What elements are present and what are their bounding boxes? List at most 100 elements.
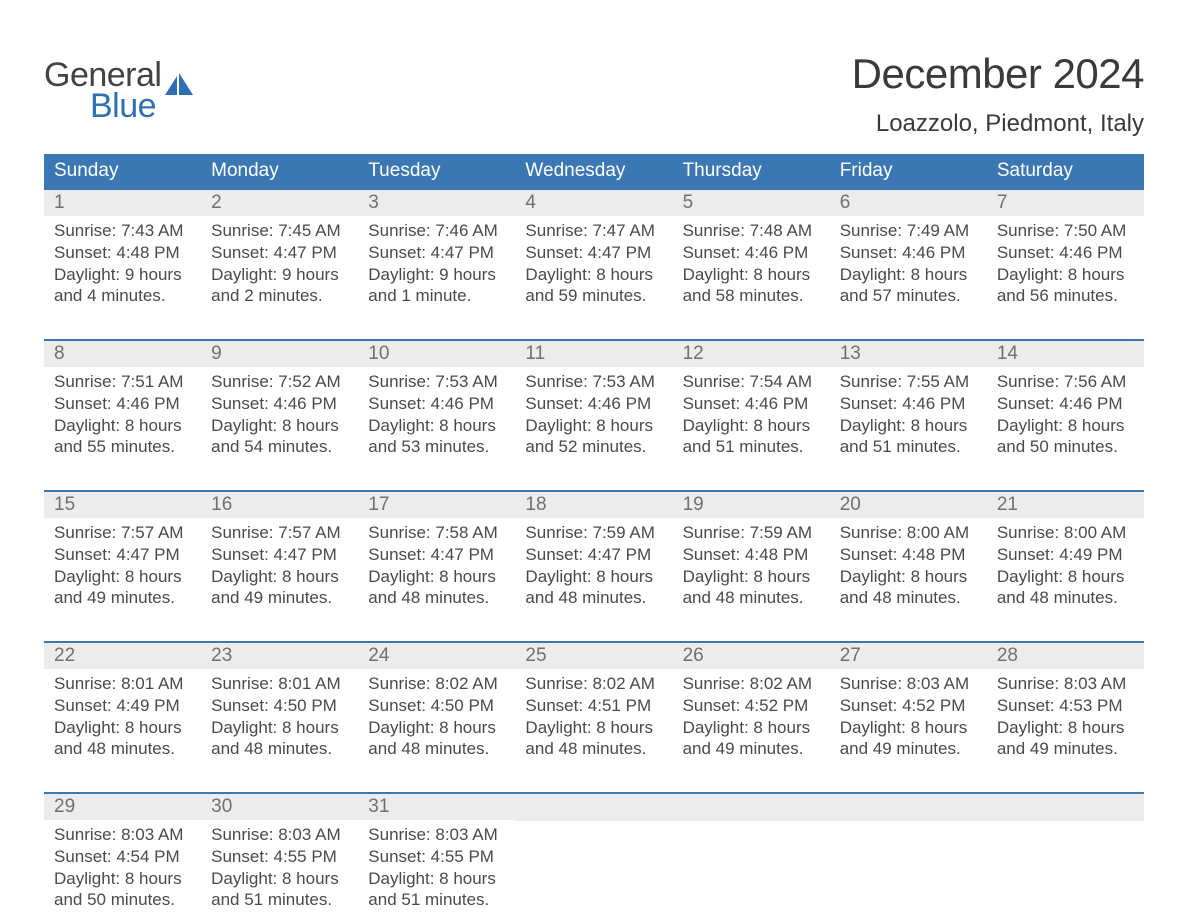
day-body: Sunrise: 7:55 AMSunset: 4:46 PMDaylight:… [830, 367, 987, 462]
day-cell: 17Sunrise: 7:58 AMSunset: 4:47 PMDayligh… [358, 492, 515, 613]
day-body: Sunrise: 7:56 AMSunset: 4:46 PMDaylight:… [987, 367, 1144, 462]
day-number: 31 [358, 794, 515, 820]
sunrise-line: Sunrise: 8:00 AM [997, 522, 1136, 544]
day-cell: 5Sunrise: 7:48 AMSunset: 4:46 PMDaylight… [673, 190, 830, 311]
sunrise-line: Sunrise: 7:57 AM [211, 522, 350, 544]
empty-day-bar [987, 794, 1144, 821]
sunset-line: Sunset: 4:46 PM [997, 393, 1136, 415]
daylight-line: Daylight: 8 hours and 55 minutes. [54, 415, 193, 459]
day-cell: 30Sunrise: 8:03 AMSunset: 4:55 PMDayligh… [201, 794, 358, 915]
daylight-line: Daylight: 9 hours and 4 minutes. [54, 264, 193, 308]
daylight-line: Daylight: 8 hours and 49 minutes. [54, 566, 193, 610]
day-cell: 27Sunrise: 8:03 AMSunset: 4:52 PMDayligh… [830, 643, 987, 764]
sunset-line: Sunset: 4:47 PM [211, 544, 350, 566]
daylight-line: Daylight: 8 hours and 53 minutes. [368, 415, 507, 459]
day-body: Sunrise: 8:03 AMSunset: 4:54 PMDaylight:… [44, 820, 201, 915]
week-row: 22Sunrise: 8:01 AMSunset: 4:49 PMDayligh… [44, 641, 1144, 764]
week-row: 8Sunrise: 7:51 AMSunset: 4:46 PMDaylight… [44, 339, 1144, 462]
sunrise-line: Sunrise: 7:47 AM [525, 220, 664, 242]
sunrise-line: Sunrise: 7:50 AM [997, 220, 1136, 242]
day-number: 24 [358, 643, 515, 669]
sunrise-line: Sunrise: 8:02 AM [368, 673, 507, 695]
day-body: Sunrise: 7:59 AMSunset: 4:48 PMDaylight:… [673, 518, 830, 613]
weekday-header-row: Sunday Monday Tuesday Wednesday Thursday… [44, 154, 1144, 188]
sunrise-line: Sunrise: 8:03 AM [211, 824, 350, 846]
weekday-header: Tuesday [358, 154, 515, 188]
daylight-line: Daylight: 8 hours and 48 minutes. [54, 717, 193, 761]
daylight-line: Daylight: 8 hours and 48 minutes. [683, 566, 822, 610]
sunrise-line: Sunrise: 7:54 AM [683, 371, 822, 393]
day-cell: 8Sunrise: 7:51 AMSunset: 4:46 PMDaylight… [44, 341, 201, 462]
empty-day-cell [673, 794, 830, 915]
day-number: 25 [515, 643, 672, 669]
day-body: Sunrise: 7:50 AMSunset: 4:46 PMDaylight:… [987, 216, 1144, 311]
day-number: 30 [201, 794, 358, 820]
sunrise-line: Sunrise: 8:02 AM [525, 673, 664, 695]
week-row: 15Sunrise: 7:57 AMSunset: 4:47 PMDayligh… [44, 490, 1144, 613]
day-number: 28 [987, 643, 1144, 669]
day-number: 23 [201, 643, 358, 669]
day-number: 5 [673, 190, 830, 216]
logo-sail-icon [165, 73, 193, 95]
sunset-line: Sunset: 4:52 PM [840, 695, 979, 717]
empty-day-cell [987, 794, 1144, 915]
day-body: Sunrise: 7:45 AMSunset: 4:47 PMDaylight:… [201, 216, 358, 311]
day-body: Sunrise: 7:54 AMSunset: 4:46 PMDaylight:… [673, 367, 830, 462]
sunset-line: Sunset: 4:54 PM [54, 846, 193, 868]
weekday-header: Monday [201, 154, 358, 188]
day-number: 11 [515, 341, 672, 367]
day-body: Sunrise: 8:02 AMSunset: 4:52 PMDaylight:… [673, 669, 830, 764]
day-number: 8 [44, 341, 201, 367]
day-body: Sunrise: 7:48 AMSunset: 4:46 PMDaylight:… [673, 216, 830, 311]
empty-day-cell [830, 794, 987, 915]
day-cell: 10Sunrise: 7:53 AMSunset: 4:46 PMDayligh… [358, 341, 515, 462]
day-body: Sunrise: 7:51 AMSunset: 4:46 PMDaylight:… [44, 367, 201, 462]
daylight-line: Daylight: 8 hours and 48 minutes. [211, 717, 350, 761]
daylight-line: Daylight: 8 hours and 49 minutes. [840, 717, 979, 761]
sunrise-line: Sunrise: 8:03 AM [54, 824, 193, 846]
day-number: 3 [358, 190, 515, 216]
sunset-line: Sunset: 4:48 PM [840, 544, 979, 566]
day-cell: 22Sunrise: 8:01 AMSunset: 4:49 PMDayligh… [44, 643, 201, 764]
day-number: 19 [673, 492, 830, 518]
day-body: Sunrise: 8:00 AMSunset: 4:48 PMDaylight:… [830, 518, 987, 613]
sunrise-line: Sunrise: 7:53 AM [525, 371, 664, 393]
sunrise-line: Sunrise: 7:49 AM [840, 220, 979, 242]
sunset-line: Sunset: 4:50 PM [211, 695, 350, 717]
sunrise-line: Sunrise: 7:55 AM [840, 371, 979, 393]
day-number: 18 [515, 492, 672, 518]
sunrise-line: Sunrise: 8:03 AM [997, 673, 1136, 695]
day-body: Sunrise: 7:52 AMSunset: 4:46 PMDaylight:… [201, 367, 358, 462]
day-cell: 21Sunrise: 8:00 AMSunset: 4:49 PMDayligh… [987, 492, 1144, 613]
sunrise-line: Sunrise: 7:48 AM [683, 220, 822, 242]
sunset-line: Sunset: 4:46 PM [54, 393, 193, 415]
daylight-line: Daylight: 8 hours and 51 minutes. [840, 415, 979, 459]
daylight-line: Daylight: 8 hours and 48 minutes. [368, 566, 507, 610]
sunset-line: Sunset: 4:46 PM [683, 242, 822, 264]
day-number: 27 [830, 643, 987, 669]
day-body: Sunrise: 8:03 AMSunset: 4:55 PMDaylight:… [201, 820, 358, 915]
day-body: Sunrise: 8:03 AMSunset: 4:52 PMDaylight:… [830, 669, 987, 764]
day-number: 26 [673, 643, 830, 669]
day-number: 13 [830, 341, 987, 367]
sunset-line: Sunset: 4:52 PM [683, 695, 822, 717]
weekday-header: Saturday [987, 154, 1144, 188]
day-number: 17 [358, 492, 515, 518]
weekday-header: Sunday [44, 154, 201, 188]
day-cell: 15Sunrise: 7:57 AMSunset: 4:47 PMDayligh… [44, 492, 201, 613]
day-cell: 29Sunrise: 8:03 AMSunset: 4:54 PMDayligh… [44, 794, 201, 915]
sunrise-line: Sunrise: 7:46 AM [368, 220, 507, 242]
day-body: Sunrise: 8:00 AMSunset: 4:49 PMDaylight:… [987, 518, 1144, 613]
day-cell: 4Sunrise: 7:47 AMSunset: 4:47 PMDaylight… [515, 190, 672, 311]
daylight-line: Daylight: 9 hours and 2 minutes. [211, 264, 350, 308]
sunrise-line: Sunrise: 8:00 AM [840, 522, 979, 544]
sunrise-line: Sunrise: 7:51 AM [54, 371, 193, 393]
day-number: 1 [44, 190, 201, 216]
daylight-line: Daylight: 8 hours and 57 minutes. [840, 264, 979, 308]
day-body: Sunrise: 8:02 AMSunset: 4:50 PMDaylight:… [358, 669, 515, 764]
sunrise-line: Sunrise: 7:57 AM [54, 522, 193, 544]
day-number: 20 [830, 492, 987, 518]
sunrise-line: Sunrise: 7:59 AM [525, 522, 664, 544]
day-cell: 25Sunrise: 8:02 AMSunset: 4:51 PMDayligh… [515, 643, 672, 764]
sunrise-line: Sunrise: 8:03 AM [368, 824, 507, 846]
